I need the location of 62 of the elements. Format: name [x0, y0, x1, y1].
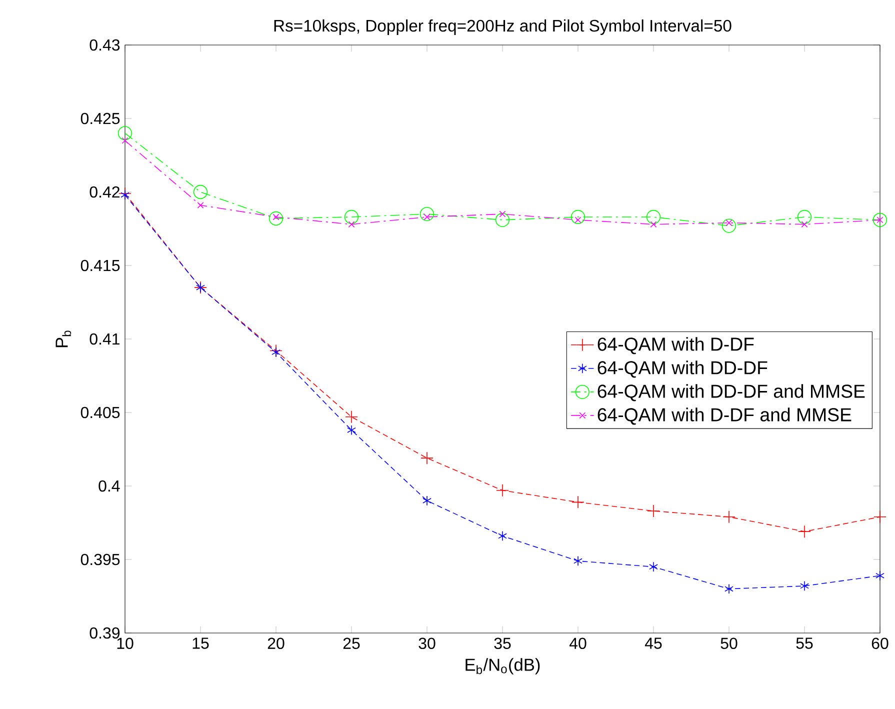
legend-label: 64-QAM with DD-DF [598, 360, 768, 378]
point [495, 212, 510, 227]
x-tick-label: 20 [268, 638, 284, 650]
point [800, 580, 809, 592]
x-tick-label: 45 [644, 638, 662, 649]
legend-label: 64-QAM with DD-DF and MMSE [598, 384, 865, 402]
point [570, 210, 586, 224]
point [872, 212, 888, 227]
x-tick-label: 10 [117, 638, 134, 650]
y-tick-label: 0.42 [90, 186, 120, 198]
point [347, 425, 356, 436]
y-tick-label: 0.395 [80, 554, 120, 566]
point [197, 202, 204, 208]
y-tick-label: 0.39 [90, 627, 120, 639]
x-tick-label: 15 [192, 638, 209, 649]
point [647, 504, 660, 518]
point [650, 221, 657, 228]
point [272, 347, 280, 358]
x-tick-label: 55 [796, 638, 813, 649]
point [422, 496, 432, 506]
chart-title: Rs=10ksps, Doppler freq=200Hz and Pilot Symbol Interval=50 [274, 19, 732, 35]
point [722, 218, 736, 233]
point [649, 562, 658, 572]
y-tick-label: 0.425 [80, 112, 120, 124]
point [874, 510, 886, 524]
legend-label: 64-QAM with D-DF and MMSE [598, 408, 852, 425]
x-tick-label: 25 [343, 638, 360, 650]
point [574, 556, 582, 566]
x-axis-title: E$_{b}$/N$_{o}$(dB) [466, 658, 540, 674]
point [496, 484, 509, 497]
point [498, 530, 507, 542]
y-tick-label: 0.405 [80, 406, 120, 418]
point [122, 137, 128, 144]
point [572, 496, 584, 509]
point [798, 525, 811, 538]
x-tick-label: 30 [418, 638, 436, 650]
point [420, 206, 434, 222]
y-tick-label: 0.4 [98, 480, 120, 492]
y-axis-title: P$_{b}$ [56, 330, 72, 348]
x-tick-label: 60 [872, 638, 888, 650]
point [120, 190, 130, 200]
point [348, 221, 355, 228]
point [118, 126, 132, 140]
point [420, 452, 434, 464]
point [193, 184, 208, 200]
point [499, 210, 506, 218]
point [722, 510, 736, 524]
point [345, 410, 358, 424]
point [724, 584, 734, 594]
y-tick-label: 0.43 [90, 39, 120, 51]
x-tick-label: 50 [720, 638, 738, 650]
point [801, 221, 808, 228]
point [797, 210, 812, 224]
point [344, 210, 359, 224]
legend-label: 64-QAM with D-DF [598, 337, 754, 354]
point [646, 210, 661, 224]
point [876, 570, 884, 581]
y-tick-label: 0.415 [80, 260, 120, 272]
x-tick-label: 40 [569, 638, 586, 650]
x-tick-label: 35 [494, 638, 511, 650]
point [268, 211, 284, 226]
y-tick-label: 0.41 [90, 333, 120, 345]
